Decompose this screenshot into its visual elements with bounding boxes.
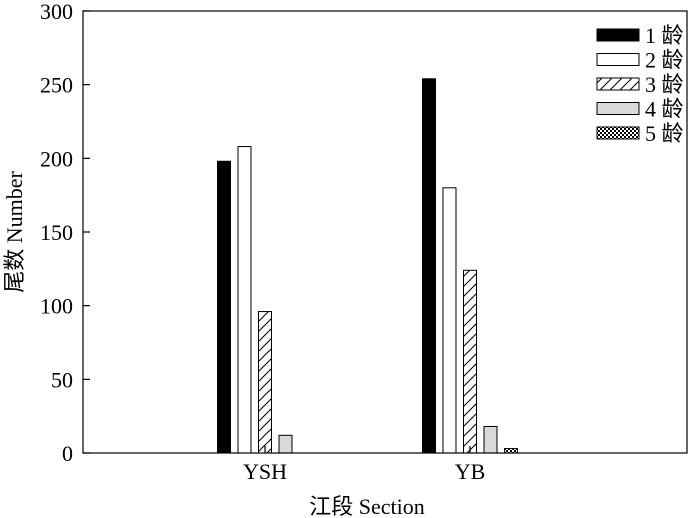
legend-label-4: 4 龄	[645, 97, 684, 122]
bar-yb-series-1	[422, 78, 436, 454]
bar-ysh-series-2	[237, 146, 252, 454]
y-tick-label: 0	[62, 441, 73, 466]
plot-frame	[82, 10, 688, 454]
y-tick-label: 200	[40, 146, 73, 171]
y-tick-label: 250	[40, 73, 73, 98]
bar-ysh-series-4	[278, 434, 293, 454]
bar-ysh-series-3	[258, 311, 272, 454]
y-tick-label: 50	[51, 367, 73, 392]
bar-yb-series-3	[463, 269, 477, 454]
x-axis-title: 江段 Section	[309, 494, 425, 518]
legend-swatch-3	[596, 77, 640, 91]
legend-swatch-2	[596, 53, 640, 66]
axes: 0 50 100 150 200 250 300 YSH YB	[40, 0, 485, 484]
legend-label-3: 3 龄	[645, 72, 684, 97]
legend-swatch-4	[596, 102, 640, 115]
bar-yb-series-5	[504, 448, 518, 454]
x-tick-label-ysh: YSH	[243, 459, 287, 484]
y-tick-label: 100	[40, 294, 73, 319]
bar-yb-series-2	[442, 187, 457, 454]
legend-label-1: 1 龄	[645, 23, 684, 48]
y-axis-title: 尾数 Number	[2, 171, 27, 293]
legend-label-5: 5 龄	[645, 121, 684, 146]
y-tick-label: 150	[40, 220, 73, 245]
legend: 1 龄2 龄3 龄4 龄5 龄	[596, 23, 684, 146]
plot-area	[217, 78, 518, 454]
x-tick-label-yb: YB	[455, 459, 486, 484]
legend-swatch-1	[596, 28, 640, 42]
bar-yb-series-4	[483, 425, 498, 454]
bar-ysh-series-1	[217, 160, 231, 454]
legend-swatch-5	[596, 126, 640, 140]
y-tick-label: 300	[40, 0, 73, 24]
legend-label-2: 2 龄	[645, 48, 684, 73]
